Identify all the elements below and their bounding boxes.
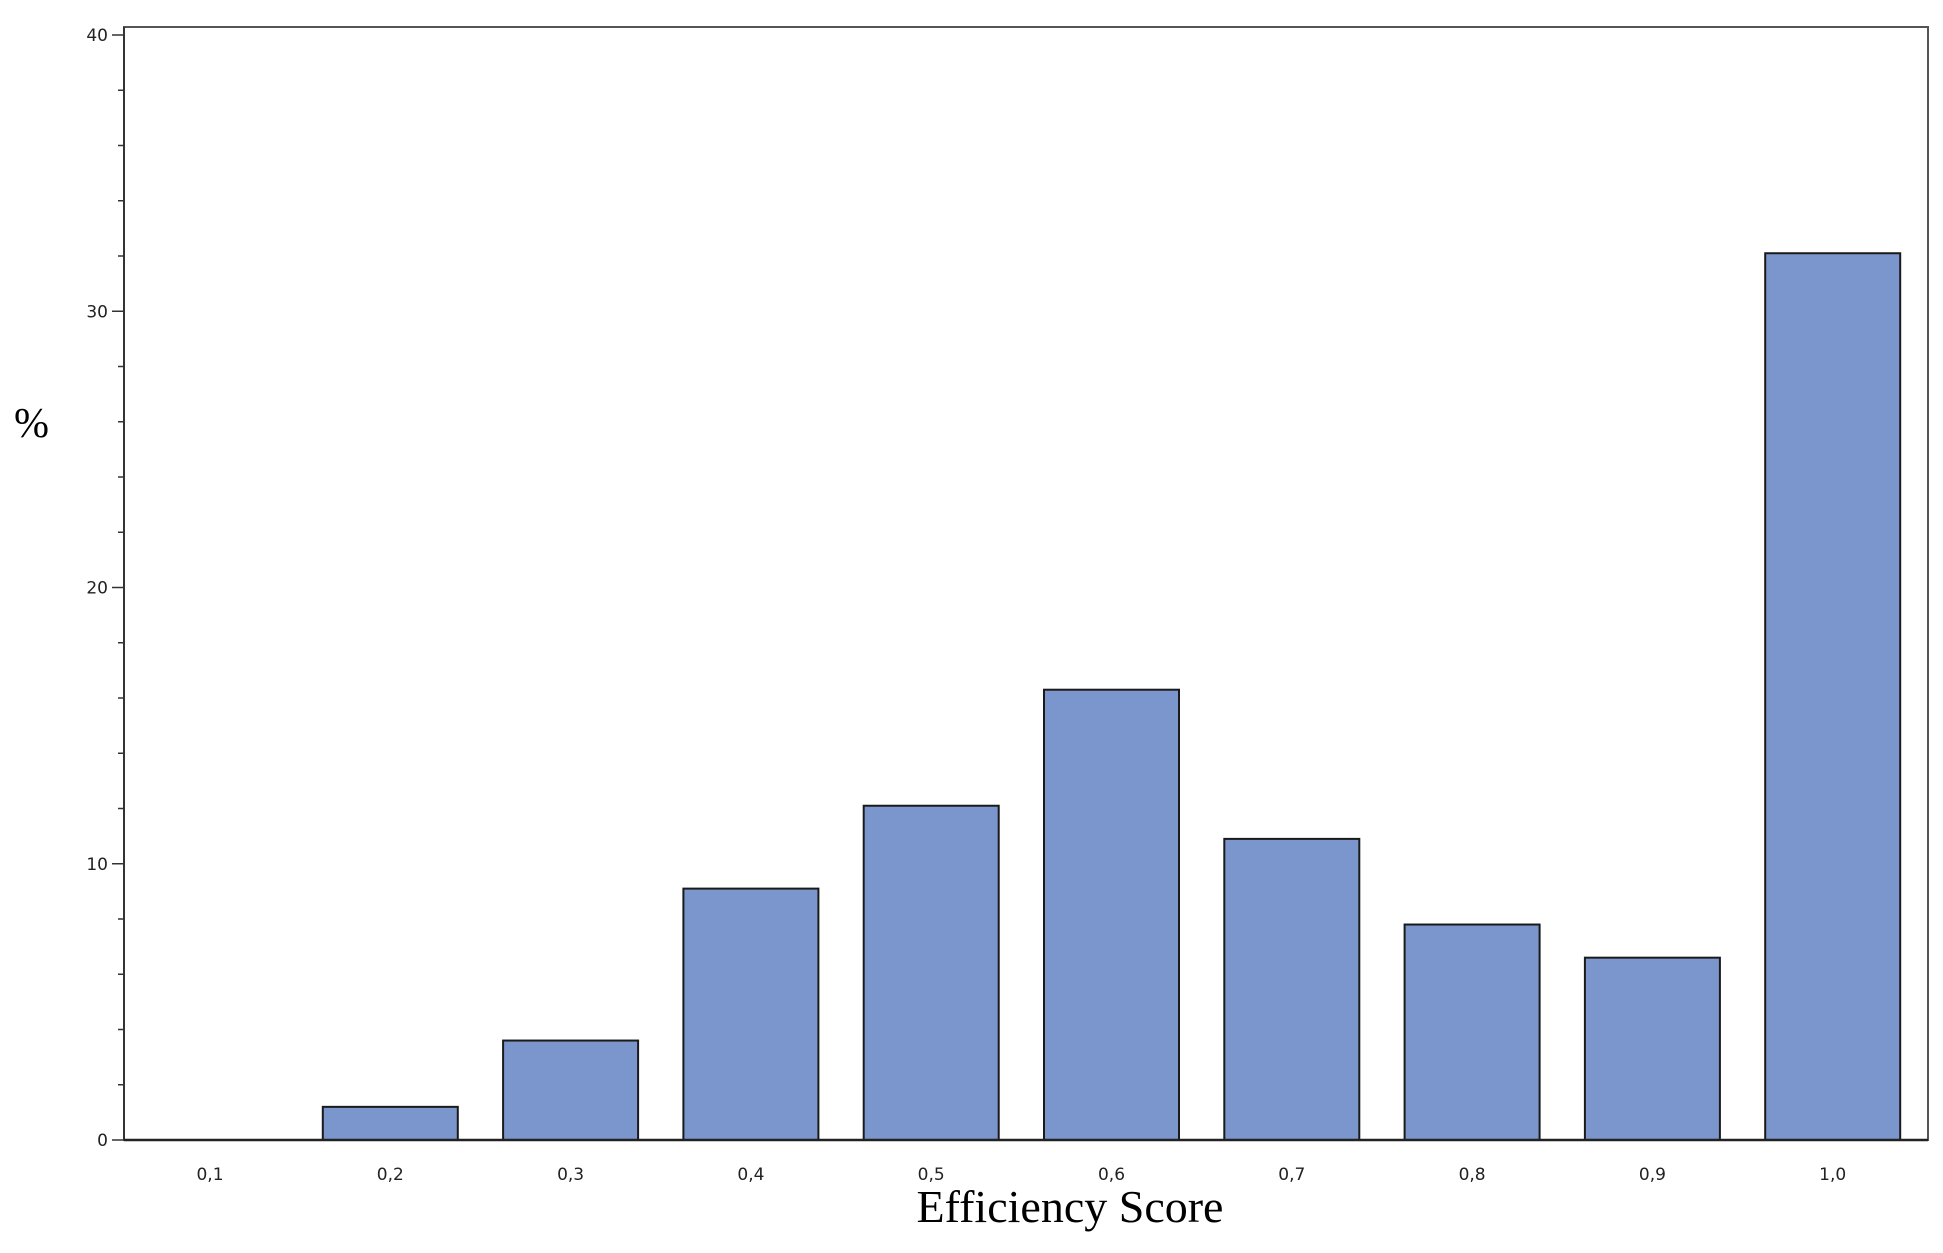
y-tick-label: 40 — [86, 26, 108, 46]
bar-0-4 — [682, 887, 820, 1141]
y-axis: 0 10 20 30 40 — [86, 26, 125, 1151]
y-tick-label: 10 — [86, 855, 108, 875]
x-tick-label: 0,7 — [1278, 1165, 1305, 1185]
y-tick-label: 0 — [97, 1131, 108, 1151]
x-tick-label: 0,8 — [1459, 1165, 1486, 1185]
x-tick-label: 0,9 — [1639, 1165, 1666, 1185]
x-tick-label: 0,5 — [918, 1165, 945, 1185]
y-tick-label: 30 — [86, 302, 108, 322]
x-tick-label: 0,4 — [737, 1165, 764, 1185]
plot-area-frame — [123, 26, 1929, 1141]
bar-0-5 — [862, 804, 1000, 1141]
x-tick-label: 0,3 — [557, 1165, 584, 1185]
y-tick-label: 20 — [86, 579, 108, 599]
bars — [124, 252, 1928, 1142]
x-tick-label: 0,2 — [377, 1165, 404, 1185]
bar-0-3 — [502, 1039, 640, 1142]
x-tick-label: 1,0 — [1819, 1165, 1846, 1185]
bar-0-9 — [1583, 956, 1721, 1141]
bar-0-2 — [321, 1105, 459, 1141]
bar-0-7 — [1223, 837, 1361, 1141]
x-tick-label: 0,6 — [1098, 1165, 1125, 1185]
x-axis-tick-labels: 0,1 0,2 0,3 0,4 0,5 0,6 0,7 0,8 0,9 1,0 — [196, 1165, 1846, 1185]
x-tick-label: 0,1 — [196, 1165, 223, 1185]
bar-0-6 — [1043, 688, 1180, 1142]
x-axis-label: Efficiency Score — [916, 1181, 1224, 1232]
bar-1-0 — [1764, 252, 1902, 1142]
bar-0-8 — [1403, 923, 1541, 1142]
y-axis-label: % — [14, 401, 49, 447]
